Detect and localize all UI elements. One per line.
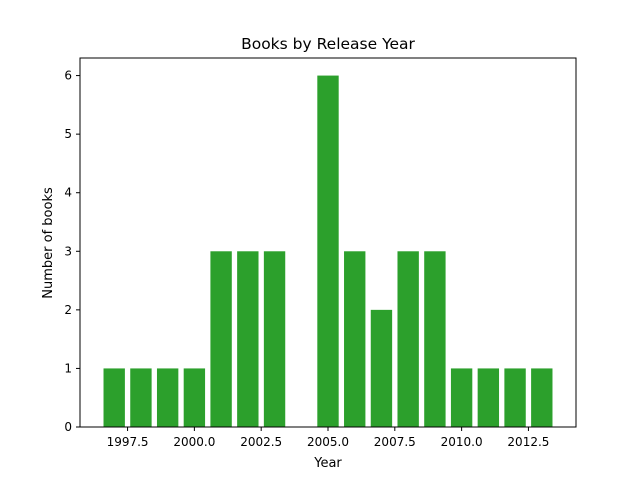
bar-2010 — [450, 368, 473, 427]
y-tick-label: 2 — [64, 303, 72, 317]
bar-2013 — [531, 368, 553, 427]
y-tick-label: 0 — [64, 420, 72, 434]
y-axis-label: Number of books — [41, 187, 56, 299]
y-tick-label: 6 — [64, 69, 72, 83]
bar-2011 — [477, 368, 500, 427]
y-tick-label: 3 — [64, 244, 72, 258]
x-tick-label: 2010.0 — [441, 435, 483, 449]
x-tick-label: 2007.5 — [374, 435, 416, 449]
bar-2000 — [183, 368, 206, 427]
bars-group — [103, 75, 553, 428]
plot-frame — [79, 57, 577, 428]
y-tick-label: 4 — [64, 186, 72, 200]
bar-2009 — [424, 251, 446, 427]
bar-2006 — [344, 251, 366, 427]
chart-title: Books by Release Year — [241, 35, 415, 53]
x-tick-label: 1997.5 — [107, 435, 149, 449]
bar-2005 — [317, 75, 339, 428]
bar-2003 — [263, 251, 286, 427]
bar-2002 — [237, 251, 259, 427]
x-tick-label: 2000.0 — [173, 435, 215, 449]
x-tick-label: 2012.5 — [507, 435, 549, 449]
bar-2012 — [504, 368, 526, 427]
y-axis-ticks: 0 1 2 3 4 5 6 — [64, 69, 80, 434]
bar-1997 — [103, 368, 125, 427]
x-axis-label: Year — [313, 456, 342, 471]
y-tick-label: 5 — [64, 127, 72, 141]
y-tick-label: 1 — [64, 361, 72, 375]
bar-2007 — [370, 309, 393, 427]
x-tick-label: 2005.0 — [307, 435, 349, 449]
x-axis-ticks: 1997.5 2000.0 2002.5 2005.0 2007.5 2010.0 2012… — [107, 427, 549, 449]
x-tick-label: 2002.5 — [240, 435, 282, 449]
bar-1998 — [130, 368, 152, 427]
bar-2008 — [397, 251, 419, 427]
bar-1999 — [156, 368, 179, 427]
bar-2001 — [210, 251, 232, 427]
